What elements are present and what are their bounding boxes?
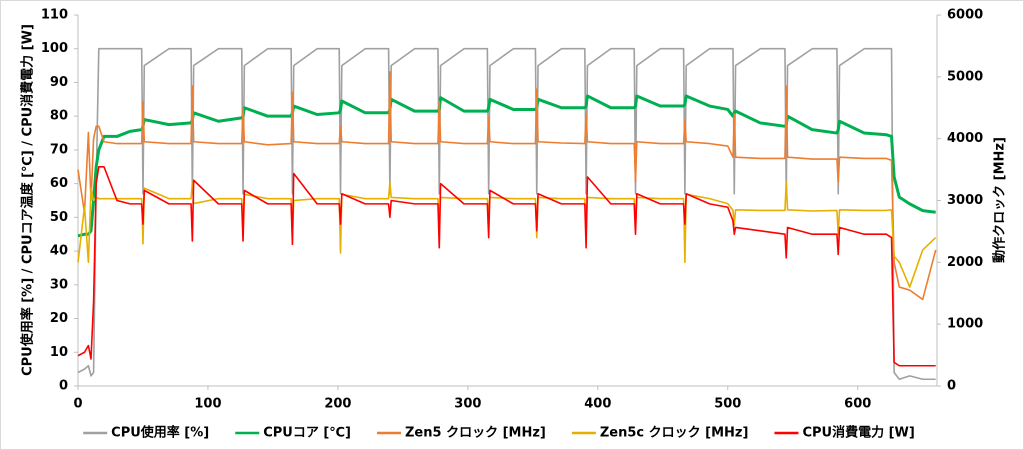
y-tick-label: 10: [50, 345, 68, 360]
legend-label: CPUコア [℃]: [263, 426, 351, 441]
y2-axis-title: 動作クロック [MHz]: [992, 137, 1008, 263]
x-tick-label: 500: [714, 397, 741, 412]
y-tick-label: 60: [50, 176, 68, 191]
series-line: [77, 71, 937, 301]
y2-tick-label: 2000: [947, 255, 983, 270]
y-tick-label: 90: [50, 75, 68, 90]
x-tick-label: 400: [584, 397, 611, 412]
y2-tick-label: 0: [947, 379, 956, 394]
legend-label: CPU使用率 [%]: [111, 425, 209, 441]
y2-tick-label: 5000: [947, 69, 983, 84]
x-tick-label: 0: [73, 397, 82, 412]
y-tick-label: 70: [50, 142, 68, 157]
y-axis-title: CPU使用率 [%] / CPUコア温度 [℃] / CPU消費電力 [W]: [20, 24, 36, 376]
y-tick-label: 80: [50, 109, 68, 124]
y2-tick-label: 1000: [947, 317, 983, 332]
x-tick-label: 100: [194, 397, 221, 412]
legend-label: Zen5 クロック [MHz]: [405, 426, 546, 441]
legend-label: CPU消費電力 [W]: [802, 425, 914, 441]
y-tick-label: 40: [50, 244, 68, 259]
y-tick-label: 30: [50, 277, 68, 292]
y-tick-label: 0: [59, 379, 68, 394]
y-tick-label: 110: [41, 8, 68, 23]
y-tick-label: 100: [41, 41, 68, 56]
legend-label: Zen5c クロック [MHz]: [600, 426, 749, 441]
y2-tick-label: 6000: [947, 8, 983, 23]
x-tick-label: 300: [454, 397, 481, 412]
series-line: [77, 165, 936, 367]
y-tick-label: 20: [50, 311, 68, 326]
x-tick-label: 600: [844, 397, 871, 412]
y2-tick-label: 3000: [947, 193, 983, 208]
y2-tick-label: 4000: [947, 131, 983, 146]
x-tick-label: 200: [324, 397, 351, 412]
y-tick-label: 50: [50, 210, 68, 225]
